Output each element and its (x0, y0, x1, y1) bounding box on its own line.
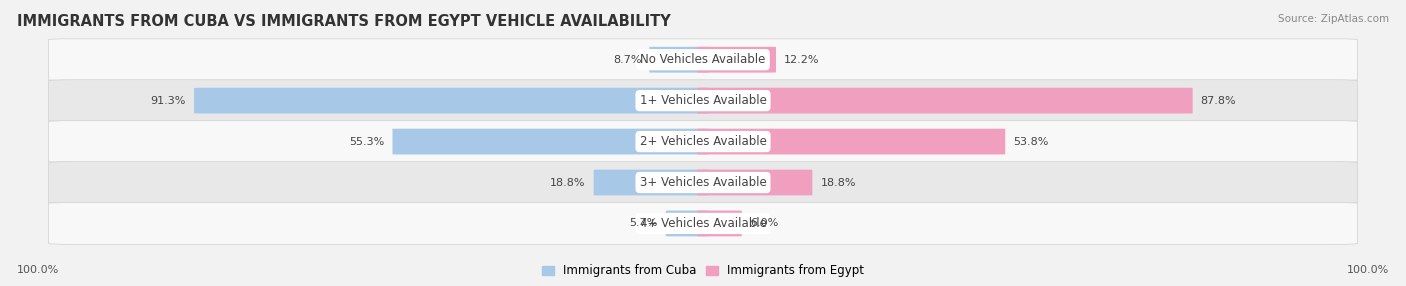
Text: Source: ZipAtlas.com: Source: ZipAtlas.com (1278, 14, 1389, 24)
Text: 18.8%: 18.8% (820, 178, 856, 188)
Text: 100.0%: 100.0% (17, 265, 59, 275)
FancyBboxPatch shape (697, 88, 1192, 114)
FancyBboxPatch shape (697, 210, 742, 236)
Text: 1+ Vehicles Available: 1+ Vehicles Available (640, 94, 766, 107)
FancyBboxPatch shape (48, 202, 1358, 244)
Text: 18.8%: 18.8% (550, 178, 586, 188)
Text: 100.0%: 100.0% (1347, 265, 1389, 275)
Text: IMMIGRANTS FROM CUBA VS IMMIGRANTS FROM EGYPT VEHICLE AVAILABILITY: IMMIGRANTS FROM CUBA VS IMMIGRANTS FROM … (17, 14, 671, 29)
Text: 91.3%: 91.3% (150, 96, 186, 106)
FancyBboxPatch shape (48, 39, 1358, 81)
FancyBboxPatch shape (697, 47, 776, 73)
FancyBboxPatch shape (697, 170, 813, 195)
FancyBboxPatch shape (194, 88, 709, 114)
Text: 53.8%: 53.8% (1014, 137, 1049, 146)
Legend: Immigrants from Cuba, Immigrants from Egypt: Immigrants from Cuba, Immigrants from Eg… (541, 264, 865, 277)
Text: 4+ Vehicles Available: 4+ Vehicles Available (640, 217, 766, 230)
FancyBboxPatch shape (593, 170, 709, 195)
FancyBboxPatch shape (392, 129, 709, 154)
Text: 8.7%: 8.7% (613, 55, 641, 65)
Text: No Vehicles Available: No Vehicles Available (640, 53, 766, 66)
Text: 5.7%: 5.7% (630, 219, 658, 229)
Text: 87.8%: 87.8% (1201, 96, 1236, 106)
FancyBboxPatch shape (697, 129, 1005, 154)
Text: 55.3%: 55.3% (349, 137, 384, 146)
FancyBboxPatch shape (48, 121, 1358, 162)
FancyBboxPatch shape (48, 80, 1358, 122)
FancyBboxPatch shape (48, 162, 1358, 203)
Text: 12.2%: 12.2% (785, 55, 820, 65)
FancyBboxPatch shape (650, 47, 709, 73)
Text: 3+ Vehicles Available: 3+ Vehicles Available (640, 176, 766, 189)
Text: 2+ Vehicles Available: 2+ Vehicles Available (640, 135, 766, 148)
FancyBboxPatch shape (666, 210, 709, 236)
Text: 6.0%: 6.0% (749, 219, 778, 229)
